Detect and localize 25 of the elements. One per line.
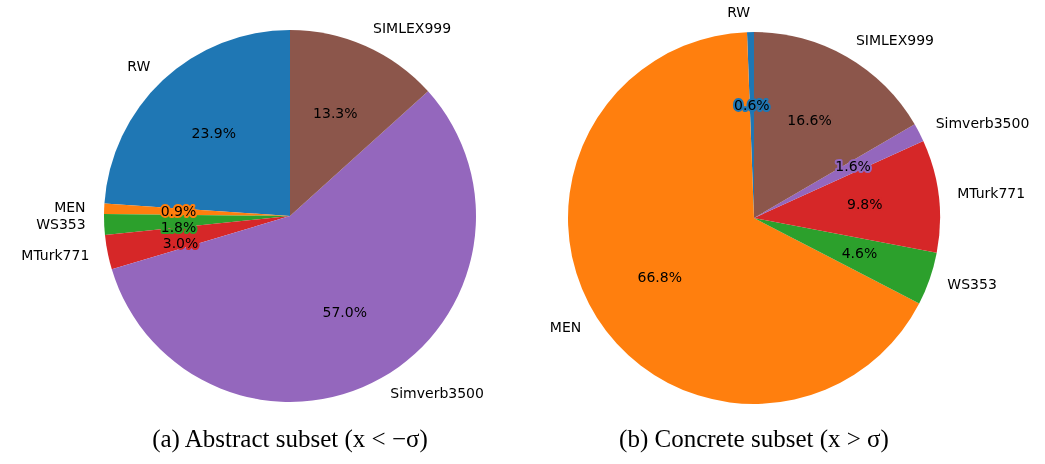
- pie-slice: [754, 218, 937, 304]
- slice-label: RW: [127, 57, 151, 74]
- slice-label: RW: [727, 4, 751, 21]
- slice-label: MEN: [549, 318, 582, 335]
- data-label: 23.9%: [191, 125, 237, 142]
- text: (b) Concrete subset (x > σ): [619, 425, 889, 453]
- slice-label: MEN: [54, 198, 86, 215]
- data-label: 9.8%: [847, 195, 883, 212]
- data-label: 3.0%: [162, 234, 199, 251]
- slice-label: Simverb3500: [935, 114, 1030, 131]
- data-label: 13.3%: [313, 105, 358, 122]
- slice-label: MTurk771: [957, 184, 1026, 201]
- slice-label: SIMLEX999: [373, 20, 452, 37]
- data-label: 0.6%: [734, 97, 770, 114]
- slice-label: SIMLEX999: [855, 31, 934, 48]
- slice-label: Simverb3500: [390, 385, 484, 402]
- slice-label: WS353: [36, 216, 86, 233]
- data-label: 16.6%: [787, 112, 832, 129]
- pie-slice: [104, 30, 290, 216]
- slice-label: MTurk771: [21, 246, 90, 263]
- data-label: 57.0%: [322, 304, 367, 321]
- data-label: 4.6%: [841, 245, 878, 262]
- text: (a) Abstract subset (x < −σ): [152, 425, 428, 453]
- slice-label: WS353: [947, 275, 997, 292]
- data-label: 66.8%: [637, 268, 683, 285]
